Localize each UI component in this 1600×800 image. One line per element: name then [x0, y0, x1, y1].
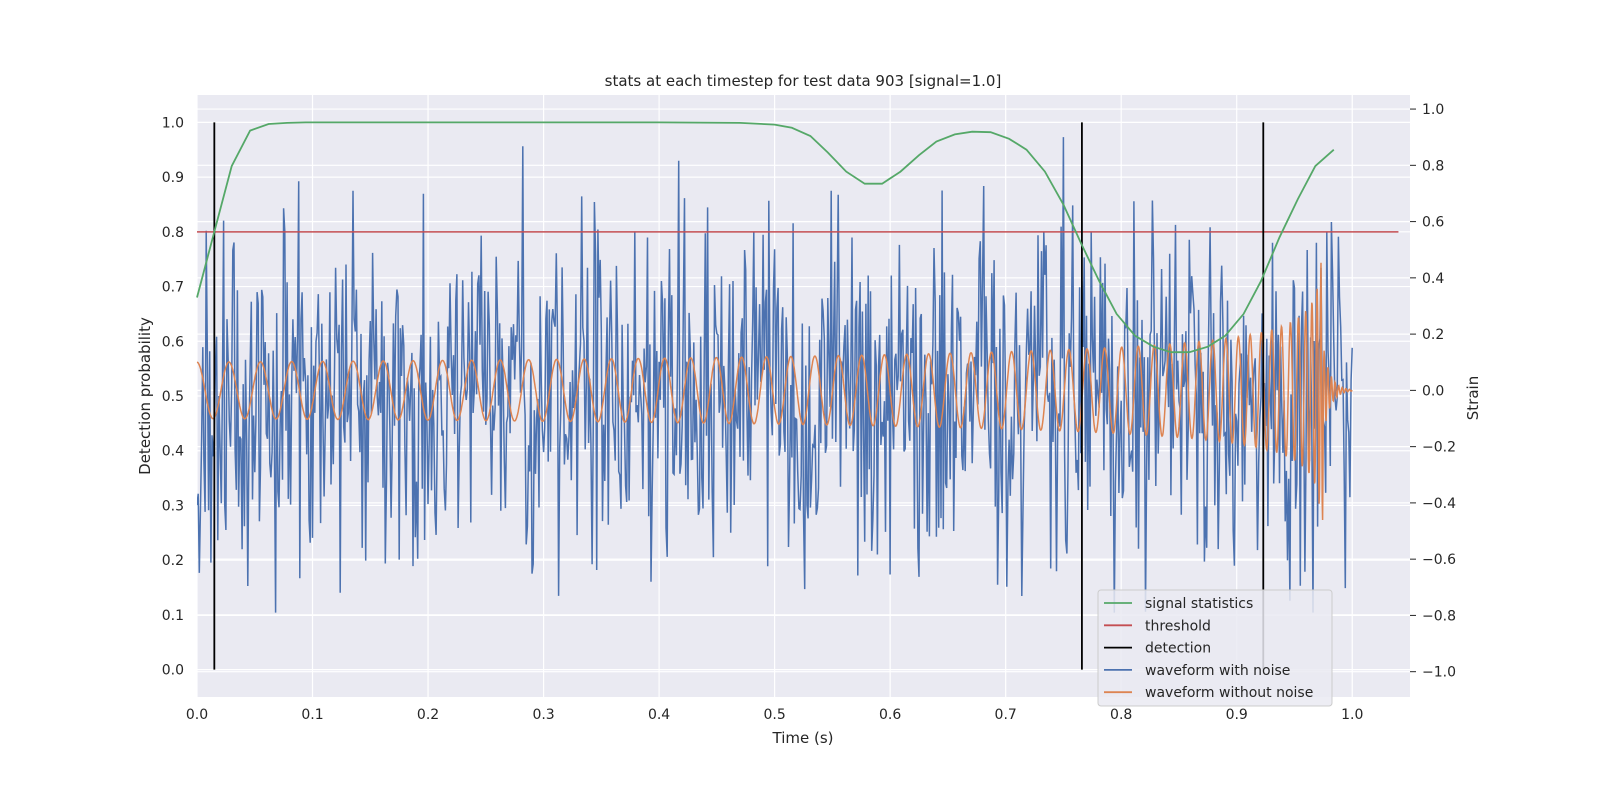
legend-entry: threshold — [1145, 618, 1211, 634]
y-tick-label: 0.9 — [162, 170, 184, 186]
x-tick-label: 0.8 — [1110, 707, 1132, 723]
legend-box — [1097, 589, 1333, 707]
y2-tick-label: −0.8 — [1422, 608, 1456, 624]
series-layer — [196, 121, 1399, 670]
waveform-without-noise-line — [196, 262, 1353, 521]
y2-tick-label: 0.2 — [1422, 327, 1444, 343]
waveform-with-noise-line — [197, 137, 1353, 613]
y-axis-label: Detection probability — [136, 317, 154, 475]
x-axis-label: Time (s) — [772, 729, 834, 747]
legend-entry: signal statistics — [1145, 596, 1253, 612]
y-tick-label: 0.2 — [162, 553, 184, 569]
x-tick-label: 0.2 — [417, 707, 439, 723]
x-tick-label: 1.0 — [1341, 707, 1363, 723]
x-tick-label: 0.0 — [186, 707, 208, 723]
legend: signal statistics threshold detection wavef… — [1097, 589, 1333, 707]
y2-axis-label: Strain — [1464, 376, 1482, 420]
y2-tick-label: −0.4 — [1422, 496, 1456, 512]
y-tick-label: 0.5 — [162, 389, 184, 405]
y-tick-label: 0.7 — [162, 280, 184, 296]
y2-tick-label: 0.4 — [1422, 271, 1444, 287]
signal-statistics-line — [196, 121, 1335, 354]
y2-tick-label: −1.0 — [1422, 665, 1456, 681]
x-tick-label: 0.4 — [648, 707, 670, 723]
y2-tick-label: 1.0 — [1422, 102, 1444, 118]
y-tick-label: 1.0 — [162, 115, 184, 131]
y2-tick-label: −0.2 — [1422, 440, 1456, 456]
y-tick-label: 0.4 — [162, 444, 184, 460]
x-tick-label: 0.6 — [879, 707, 901, 723]
legend-entry: detection — [1145, 641, 1211, 657]
x-tick-label: 0.1 — [301, 707, 323, 723]
tick-layer: 0.0 0.1 0.2 0.3 0.4 0.5 0.6 0.7 0.8 0.9 1.0 0.0 0.1 0… — [162, 102, 1456, 723]
legend-entry: waveform without noise — [1145, 685, 1313, 701]
y2-tick-label: 0.6 — [1422, 215, 1444, 231]
legend-entry: waveform with noise — [1145, 663, 1290, 679]
x-tick-label: 0.3 — [532, 707, 554, 723]
chart-title: stats at each timestep for test data 903… — [605, 72, 1002, 90]
y-tick-label: 0.8 — [162, 225, 184, 241]
x-tick-label: 0.7 — [995, 707, 1017, 723]
y-tick-label: 0.1 — [162, 608, 184, 624]
x-tick-label: 0.5 — [763, 707, 785, 723]
y2-tick-label: 0.8 — [1422, 158, 1444, 174]
y2-tick-label: 0.0 — [1422, 383, 1444, 399]
y-tick-label: 0.6 — [162, 334, 184, 350]
y-tick-label: 0.3 — [162, 498, 184, 514]
y2-tick-label: −0.6 — [1422, 552, 1456, 568]
x-tick-label: 0.9 — [1226, 707, 1248, 723]
y-tick-label: 0.0 — [162, 663, 184, 679]
